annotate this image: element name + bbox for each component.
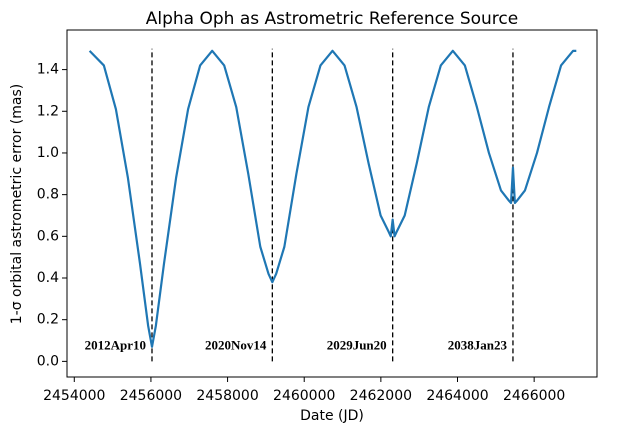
x-tick-label: 2456000 bbox=[120, 388, 182, 404]
date-label: 2012Apr10 bbox=[85, 337, 146, 352]
y-tick-label: 0.2 bbox=[37, 312, 59, 328]
y-tick-label: 1.2 bbox=[37, 103, 59, 119]
y-axis-label: 1-σ orbital astrometric error (mas) bbox=[9, 84, 25, 324]
x-tick-label: 2454000 bbox=[43, 388, 105, 404]
date-label: 2029Jun20 bbox=[327, 337, 387, 352]
chart-title: Alpha Oph as Astrometric Reference Sourc… bbox=[146, 9, 518, 29]
x-tick-label: 2462000 bbox=[350, 388, 412, 404]
data-line bbox=[88, 49, 577, 348]
x-tick-label: 2460000 bbox=[273, 388, 335, 404]
x-tick-label: 2458000 bbox=[196, 388, 258, 404]
x-tick-label: 2464000 bbox=[426, 388, 488, 404]
date-label: 2038Jan23 bbox=[448, 337, 508, 352]
y-tick-label: 0.0 bbox=[37, 353, 59, 369]
y-tick-label: 0.6 bbox=[37, 228, 59, 244]
x-tick-label: 2466000 bbox=[503, 388, 565, 404]
y-tick-label: 1.4 bbox=[37, 62, 59, 78]
x-axis-label: Date (JD) bbox=[300, 408, 364, 424]
date-label: 2020Nov14 bbox=[205, 337, 267, 352]
y-tick-label: 0.8 bbox=[37, 187, 59, 203]
y-tick-label: 1.0 bbox=[37, 145, 59, 161]
y-tick-label: 0.4 bbox=[37, 270, 59, 286]
plot-frame bbox=[66, 29, 598, 378]
